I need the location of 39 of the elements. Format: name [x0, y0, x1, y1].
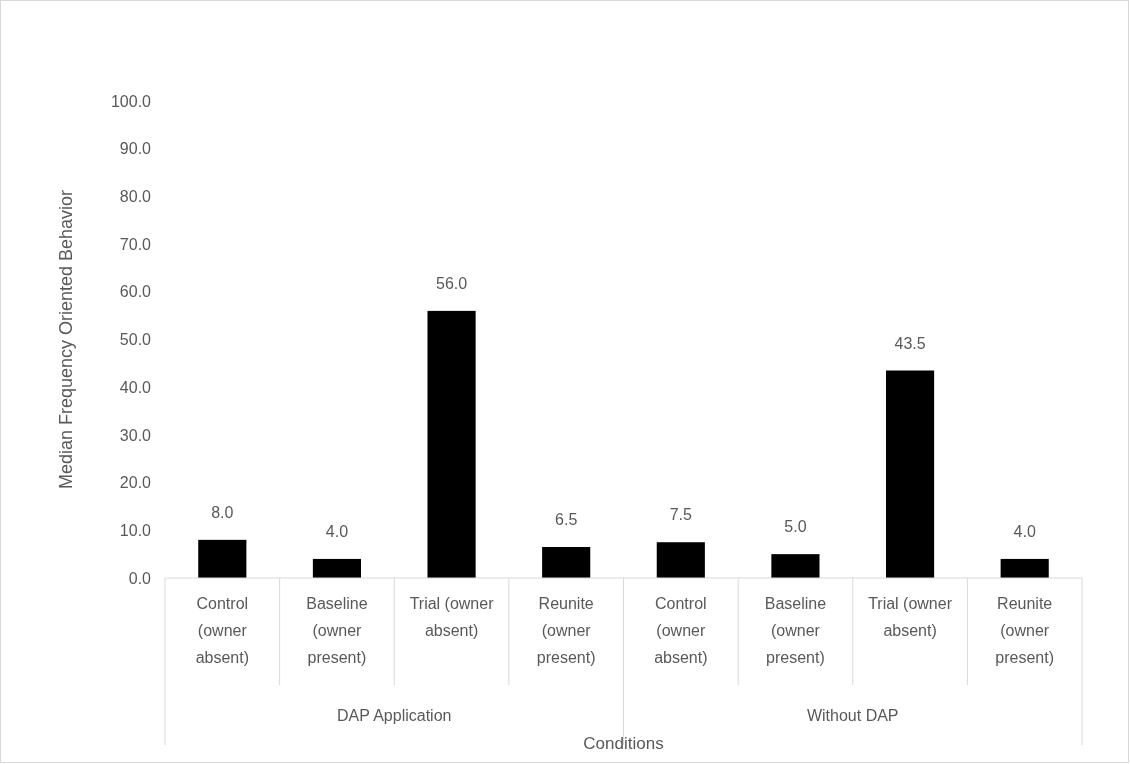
bar: [771, 554, 820, 578]
data-label: 4.0: [1013, 522, 1036, 540]
data-label: 4.0: [325, 522, 349, 540]
bar: [1000, 558, 1049, 578]
x-tick-label: Reunite (owner present): [536, 595, 596, 666]
bar: [656, 542, 705, 578]
y-tick-label: 90.0: [119, 140, 152, 158]
y-tick-label: 70.0: [119, 235, 152, 253]
data-label: 56.0: [435, 274, 468, 292]
x-axis-title: Conditions: [583, 734, 664, 753]
data-label: 5.0: [784, 518, 807, 536]
bar: [427, 310, 476, 578]
y-tick-label: 0.0: [128, 569, 152, 587]
y-tick-label: 80.0: [119, 188, 152, 206]
x-tick-label: Control (owner absent): [654, 595, 708, 666]
text: Without DAP: [806, 707, 899, 724]
data-label: 43.5: [894, 334, 926, 352]
data-label: 7.5: [669, 506, 693, 524]
text: DAP Application: [337, 707, 452, 724]
x-tick-label: Trial (owner absent): [868, 595, 953, 639]
x-tick-label: Baseline (owner present): [764, 595, 827, 666]
bar: [542, 547, 591, 578]
y-tick-label: 40.0: [119, 378, 152, 396]
y-tick-label: 60.0: [119, 283, 152, 301]
x-tick-label: Control (owner absent): [195, 595, 249, 666]
x-tick-label: Trial (owner absent): [409, 595, 495, 639]
data-label: 8.0: [211, 503, 234, 521]
y-axis-title: Median Frequency Oriented Behavior: [56, 189, 76, 490]
data-label: 6.5: [555, 510, 578, 528]
y-tick-label: 100.0: [110, 92, 152, 110]
bar: [885, 370, 935, 578]
y-tick-label: 10.0: [119, 521, 152, 539]
bar: [312, 558, 362, 578]
x-tick-label: Reunite (owner present): [995, 595, 1055, 666]
x-tick-label: Baseline (owner present): [306, 595, 368, 666]
y-tick-label: 20.0: [119, 474, 152, 492]
y-tick-label: 30.0: [119, 426, 152, 444]
bar: [198, 539, 247, 578]
y-tick-label: 50.0: [119, 331, 152, 349]
